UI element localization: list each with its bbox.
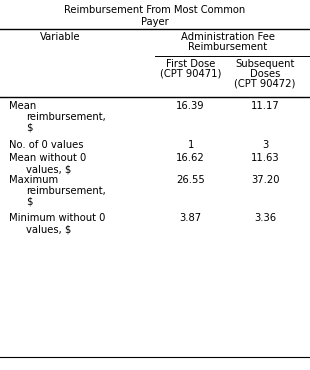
Text: 26.55: 26.55 [176,175,205,185]
Text: reimbursement,: reimbursement, [26,186,106,196]
Text: Doses: Doses [250,69,280,79]
Text: values, $: values, $ [26,224,72,234]
Text: (CPT 90472): (CPT 90472) [234,79,296,89]
Text: Mean: Mean [9,101,37,111]
Text: $: $ [26,197,33,207]
Text: 11.63: 11.63 [251,153,279,163]
Text: Reimbursement: Reimbursement [188,42,268,52]
Text: First Dose: First Dose [166,59,215,69]
Text: No. of 0 values: No. of 0 values [9,140,84,150]
Text: 3: 3 [262,140,268,150]
Text: Mean without 0: Mean without 0 [9,153,86,163]
Text: Reimbursement From Most Common: Reimbursement From Most Common [64,5,246,15]
Text: Maximum: Maximum [9,175,58,185]
Text: 1: 1 [188,140,194,150]
Text: $: $ [26,123,33,133]
Text: 3.36: 3.36 [254,213,276,223]
Text: 3.87: 3.87 [179,213,202,223]
Text: reimbursement,: reimbursement, [26,112,106,122]
Text: 11.17: 11.17 [251,101,279,111]
Text: (CPT 90471): (CPT 90471) [160,69,221,79]
Text: 16.39: 16.39 [176,101,205,111]
Text: values, $: values, $ [26,164,72,174]
Text: Variable: Variable [40,32,80,42]
Text: 37.20: 37.20 [251,175,279,185]
Text: Payer: Payer [141,17,169,27]
Text: Subsequent: Subsequent [235,59,295,69]
Text: 16.62: 16.62 [176,153,205,163]
Text: Administration Fee: Administration Fee [181,32,275,42]
Text: Minimum without 0: Minimum without 0 [9,213,106,223]
